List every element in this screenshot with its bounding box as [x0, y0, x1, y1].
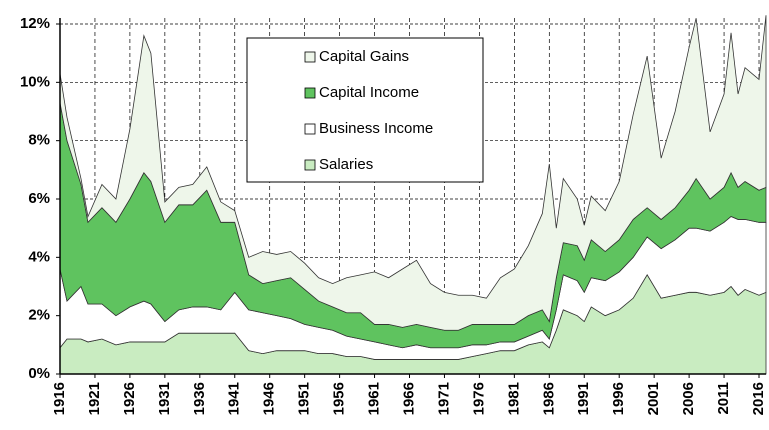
x-tick-label: 2001: [645, 382, 662, 415]
x-tick-label: 2011: [715, 382, 732, 415]
legend: Capital Gains Capital Income Business Inco…: [246, 37, 484, 183]
x-tick-label: 1926: [121, 382, 138, 415]
areas: [59, 15, 767, 375]
y-tick-label: 6%: [28, 190, 50, 207]
legend-swatch: [304, 51, 316, 63]
legend-box: [246, 37, 484, 183]
x-tick-label: 2006: [680, 382, 697, 415]
x-tick-label: 1991: [575, 382, 592, 415]
y-tick-label: 2%: [28, 307, 50, 324]
x-tick-label: 1951: [296, 382, 313, 415]
x-tick-label: 1976: [470, 382, 487, 415]
x-tick-label: 1941: [226, 382, 243, 415]
legend-swatch: [304, 159, 316, 171]
x-tick-label: 1956: [331, 382, 348, 415]
y-tick-label: 12%: [20, 15, 50, 32]
x-tick-label: 1936: [191, 382, 208, 415]
axes: 0% 2% 4% 6% 8% 10% 12% 1916 1921 1926 1931 1936 1941…: [20, 15, 767, 415]
area: [59, 15, 767, 331]
x-tick-label: 1921: [86, 382, 103, 415]
x-tick-label: 1961: [366, 382, 383, 415]
y-tick-label: 10%: [20, 73, 50, 90]
x-tick-label: 1981: [505, 382, 522, 415]
legend-label: Capital Income: [319, 84, 419, 101]
legend-swatch: [304, 87, 316, 99]
x-tick-label: 1916: [51, 382, 68, 415]
x-tick-label: 1971: [435, 382, 452, 415]
y-tick-label: 8%: [28, 132, 50, 149]
x-tick-label: 1966: [400, 382, 417, 415]
x-tick-label: 1931: [156, 382, 173, 415]
y-tick-label: 0%: [28, 365, 50, 382]
x-tick-label: 1946: [261, 382, 278, 415]
legend-label: Business Income: [319, 120, 433, 137]
x-tick-label: 1996: [610, 382, 627, 415]
legend-label: Salaries: [319, 156, 373, 173]
x-tick-label: 2016: [750, 382, 767, 415]
x-tick-label: 1986: [540, 382, 557, 415]
legend-swatch: [304, 123, 316, 135]
legend-label: Capital Gains: [319, 48, 409, 65]
y-tick-label: 4%: [28, 248, 50, 265]
